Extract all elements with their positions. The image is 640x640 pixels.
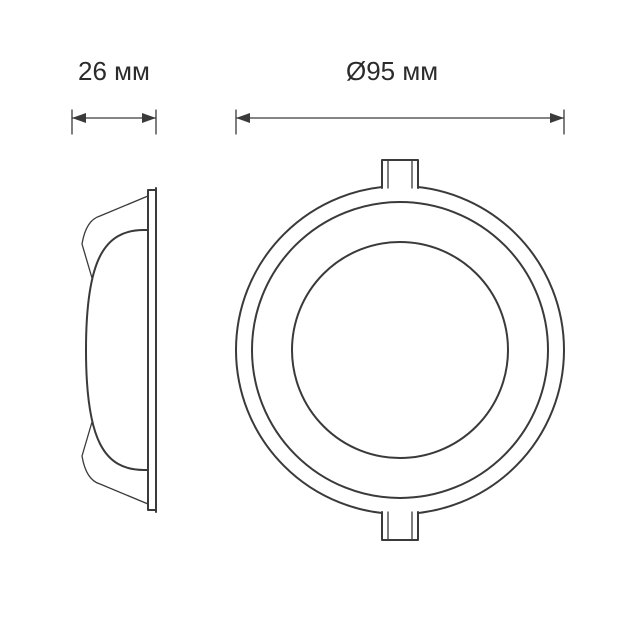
drawing-svg	[0, 0, 640, 640]
technical-drawing: 26 мм Ø95 мм	[0, 0, 640, 640]
